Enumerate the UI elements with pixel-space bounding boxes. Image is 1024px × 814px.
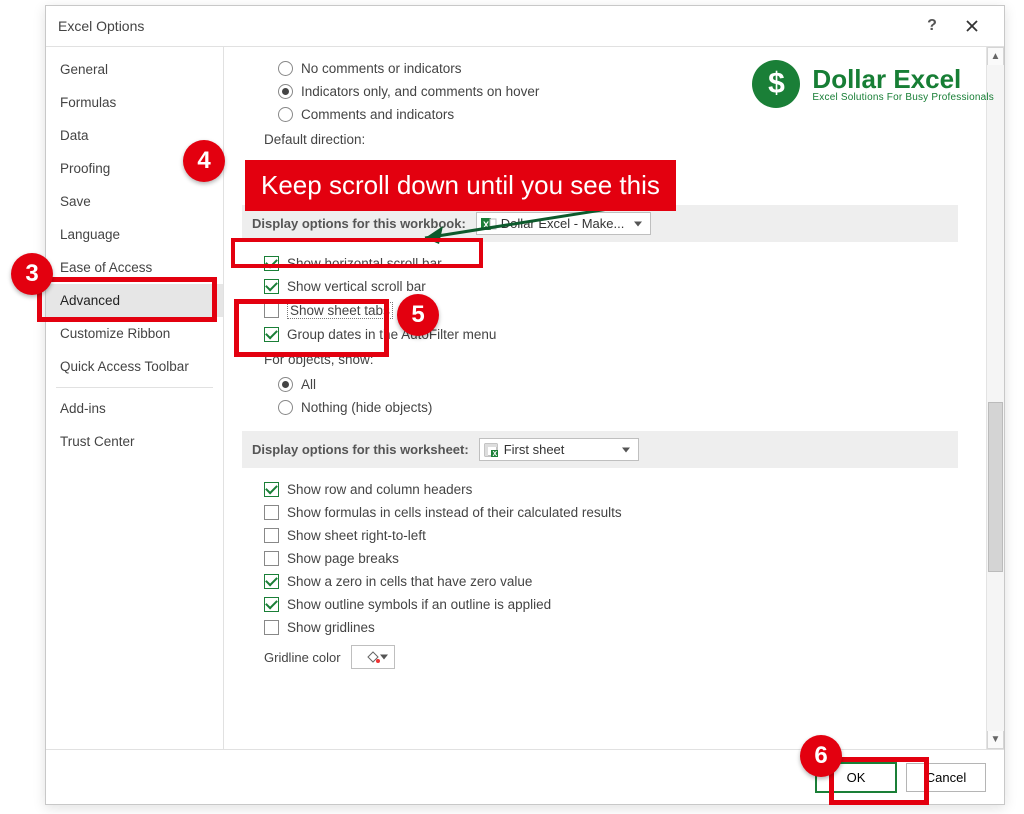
radio-label: All (301, 377, 316, 392)
radio-comments-and-indicators[interactable]: Comments and indicators (242, 103, 958, 126)
checkbox-label: Show page breaks (287, 551, 399, 566)
checkbox-icon (264, 574, 279, 589)
radio-objects-all[interactable]: All (242, 373, 958, 396)
check-rtl[interactable]: Show sheet right-to-left (242, 524, 958, 547)
radio-label: No comments or indicators (301, 61, 462, 76)
gridline-color-row: Gridline color (242, 639, 958, 671)
svg-text:X: X (483, 220, 489, 230)
help-button[interactable]: ? (912, 10, 952, 42)
sidebar-item-quick-access-toolbar[interactable]: Quick Access Toolbar (46, 350, 223, 383)
check-vertical-scroll[interactable]: Show vertical scroll bar (242, 275, 958, 298)
section-title: Display options for this workbook: (252, 216, 466, 231)
radio-icon (278, 400, 293, 415)
sidebar-separator (56, 387, 213, 388)
checkbox-icon (264, 620, 279, 635)
workbook-dropdown[interactable]: X Dollar Excel - Make... (476, 212, 652, 235)
checkbox-icon (264, 528, 279, 543)
dropdown-value: First sheet (504, 442, 565, 457)
radio-no-comments[interactable]: No comments or indicators (242, 57, 958, 80)
scroll-up-icon[interactable]: ▲ (987, 47, 1004, 65)
ok-button[interactable]: OK (816, 763, 896, 792)
paint-bucket-icon (365, 649, 381, 665)
scroll-down-icon[interactable]: ▼ (987, 731, 1004, 749)
excel-file-icon: X (481, 216, 497, 235)
content-panel: No comments or indicators Indicators onl… (224, 47, 1004, 749)
sidebar-item-advanced[interactable]: Advanced (46, 284, 223, 317)
sidebar-item-add-ins[interactable]: Add-ins (46, 392, 223, 425)
checkbox-label: Show outline symbols if an outline is ap… (287, 597, 551, 612)
sidebar-item-ease-of-access[interactable]: Ease of Access (46, 251, 223, 284)
check-outline-symbols[interactable]: Show outline symbols if an outline is ap… (242, 593, 958, 616)
checkbox-label: Show gridlines (287, 620, 375, 635)
gridline-color-button[interactable] (351, 645, 395, 669)
excel-options-dialog: Excel Options ? General Formulas Data Pr… (45, 5, 1005, 805)
sidebar-item-customize-ribbon[interactable]: Customize Ribbon (46, 317, 223, 350)
radio-icon (278, 107, 293, 122)
checkbox-label: Show a zero in cells that have zero valu… (287, 574, 532, 589)
checkbox-label: Show sheet tabs (287, 302, 393, 319)
checkbox-icon (264, 551, 279, 566)
checkbox-icon (264, 303, 279, 318)
dialog-buttons: OK Cancel (46, 749, 1004, 804)
checkbox-label: Show row and column headers (287, 482, 472, 497)
cancel-button[interactable]: Cancel (906, 763, 986, 792)
check-show-gridlines[interactable]: Show gridlines (242, 616, 958, 639)
section-workbook: Display options for this workbook: X Dol… (242, 205, 958, 242)
checkbox-icon (264, 256, 279, 271)
close-button[interactable] (952, 10, 992, 42)
sidebar-item-trust-center[interactable]: Trust Center (46, 425, 223, 458)
checkbox-icon (264, 327, 279, 342)
sheet-icon: X (484, 442, 500, 461)
scroll-area: No comments or indicators Indicators onl… (224, 47, 986, 749)
check-sheet-tabs[interactable]: Show sheet tabs (242, 298, 958, 323)
sidebar-item-formulas[interactable]: Formulas (46, 86, 223, 119)
checkbox-label: Show formulas in cells instead of their … (287, 505, 622, 520)
sidebar-item-language[interactable]: Language (46, 218, 223, 251)
section-title: Display options for this worksheet: (252, 442, 469, 457)
dialog-body: General Formulas Data Proofing Save Lang… (46, 46, 1004, 749)
objects-label: For objects, show: (242, 346, 958, 373)
default-direction-label: Default direction: (242, 126, 958, 153)
check-group-dates-autofilter[interactable]: Group dates in the AutoFilter menu (242, 323, 958, 346)
check-page-breaks[interactable]: Show page breaks (242, 547, 958, 570)
check-row-col-headers[interactable]: Show row and column headers (242, 478, 958, 501)
section-worksheet: Display options for this worksheet: X Fi… (242, 431, 958, 468)
radio-objects-nothing[interactable]: Nothing (hide objects) (242, 396, 958, 419)
radio-label: Indicators only, and comments on hover (301, 84, 539, 99)
radio-label: Comments and indicators (301, 107, 454, 122)
checkbox-icon (264, 505, 279, 520)
checkbox-label: Show vertical scroll bar (287, 279, 426, 294)
sidebar: General Formulas Data Proofing Save Lang… (46, 47, 224, 749)
scrollbar-thumb[interactable] (988, 402, 1003, 572)
checkbox-label: Show sheet right-to-left (287, 528, 426, 543)
sidebar-item-proofing[interactable]: Proofing (46, 152, 223, 185)
check-show-zero[interactable]: Show a zero in cells that have zero valu… (242, 570, 958, 593)
checkbox-label: Group dates in the AutoFilter menu (287, 327, 496, 342)
dialog-title: Excel Options (58, 18, 912, 34)
vertical-scrollbar[interactable]: ▲ ▼ (986, 47, 1004, 749)
titlebar: Excel Options ? (46, 6, 1004, 46)
radio-icon (278, 84, 293, 99)
checkbox-icon (264, 597, 279, 612)
sidebar-item-save[interactable]: Save (46, 185, 223, 218)
radio-icon (278, 377, 293, 392)
radio-indicators-only[interactable]: Indicators only, and comments on hover (242, 80, 958, 103)
sidebar-item-general[interactable]: General (46, 53, 223, 86)
checkbox-label: Show horizontal scroll bar (287, 256, 442, 271)
sidebar-item-data[interactable]: Data (46, 119, 223, 152)
dropdown-value: Dollar Excel - Make... (501, 216, 625, 231)
check-horizontal-scroll[interactable]: Show horizontal scroll bar (242, 252, 958, 275)
svg-text:X: X (492, 451, 497, 458)
radio-label: Nothing (hide objects) (301, 400, 432, 415)
worksheet-dropdown[interactable]: X First sheet (479, 438, 639, 461)
checkbox-icon (264, 482, 279, 497)
gridline-color-label: Gridline color (264, 650, 341, 665)
check-show-formulas[interactable]: Show formulas in cells instead of their … (242, 501, 958, 524)
checkbox-icon (264, 279, 279, 294)
radio-icon (278, 61, 293, 76)
